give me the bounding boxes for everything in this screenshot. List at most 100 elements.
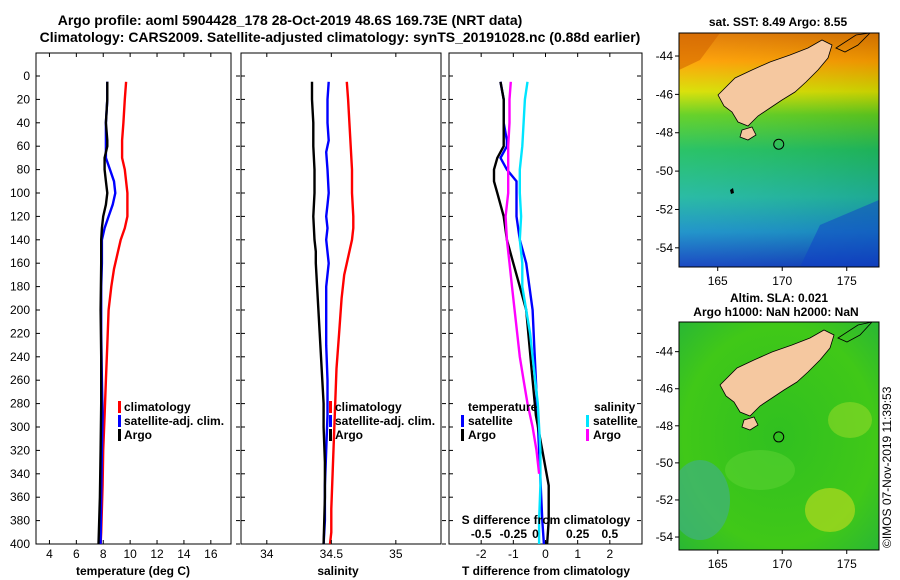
sla-map-title-1: Altim. SLA: 0.021 bbox=[730, 291, 828, 305]
title-line-2: Climatology: CARS2009. Satellite-adjuste… bbox=[40, 29, 641, 45]
salinity-x-label: salinity bbox=[317, 564, 359, 578]
depth-tick-label: 320 bbox=[10, 443, 30, 457]
series-argo bbox=[310, 81, 327, 545]
depth-tick-label: 80 bbox=[17, 163, 31, 177]
legend-satellite: satellite-adj. clim. bbox=[124, 414, 224, 428]
depth-tick-label: 360 bbox=[10, 490, 30, 504]
sst-map-title: sat. SST: 8.49 Argo: 8.55 bbox=[709, 15, 848, 29]
sla-y-ticks: -44 -46 -48 -50 -52 -54 bbox=[656, 345, 679, 544]
x-tick-label: 34 bbox=[260, 547, 274, 561]
depth-tick-label: 100 bbox=[10, 186, 30, 200]
map-y-tick-label: -44 bbox=[656, 345, 674, 359]
salinity-legend: climatology satellite-adj. clim. Argo bbox=[329, 400, 435, 442]
depth-tick-label: 180 bbox=[10, 280, 30, 294]
depth-tick-label: 340 bbox=[10, 467, 30, 481]
map-y-tick-label: -50 bbox=[656, 164, 674, 178]
depth-tick-label: 400 bbox=[10, 537, 30, 551]
depth-tick-label: 60 bbox=[17, 139, 31, 153]
legend-swatch-argo bbox=[118, 429, 121, 441]
map-y-tick-label: -46 bbox=[656, 87, 674, 101]
x-tick-label: 2 bbox=[606, 547, 613, 561]
series-s-satellite bbox=[518, 81, 542, 544]
difference-legend: temperature satellite Argo salinity sate… bbox=[461, 400, 638, 442]
legend-swatch-t-argo bbox=[461, 429, 464, 441]
legend-s-satellite: satellite bbox=[593, 414, 638, 428]
legend-t-argo: Argo bbox=[468, 428, 496, 442]
legend-swatch-climatology bbox=[329, 401, 332, 413]
x-tick-label: 6 bbox=[73, 547, 80, 561]
legend-swatch-t-satellite bbox=[461, 415, 464, 427]
sst-cold-patch bbox=[800, 200, 879, 267]
depth-axis: 0 20 40 60 80 100 120 140 160 180 200 220 240 260 280 3… bbox=[10, 69, 641, 551]
difference-x-ticks: -2 -1 0 1 2 bbox=[476, 53, 613, 561]
north-island-coast bbox=[837, 322, 873, 343]
sst-map-frame bbox=[678, 32, 880, 268]
salinity-lines bbox=[310, 81, 355, 545]
legend-swatch-s-argo bbox=[586, 429, 589, 441]
legend-climatology: climatology bbox=[335, 400, 402, 414]
title-line-1: Argo profile: aoml 5904428_178 28-Oct-20… bbox=[58, 12, 523, 28]
temperature-legend: climatology satellite-adj. clim. Argo bbox=[118, 400, 224, 442]
map-y-tick-label: -48 bbox=[656, 419, 674, 433]
legend-argo: Argo bbox=[124, 428, 152, 442]
depth-tick-label: 40 bbox=[17, 116, 31, 130]
temperature-x-ticks: 4 6 8 10 12 14 16 bbox=[46, 53, 218, 561]
x-tick-label: 4 bbox=[46, 547, 53, 561]
legend-climatology: climatology bbox=[124, 400, 191, 414]
legend-swatch-satellite bbox=[118, 415, 121, 427]
legend-satellite: satellite-adj. clim. bbox=[335, 414, 435, 428]
legend-swatch-s-satellite bbox=[586, 415, 589, 427]
map-y-tick-label: -50 bbox=[656, 456, 674, 470]
salinity-x-ticks: 34 34.5 35 bbox=[260, 53, 403, 561]
sla-mid-patch bbox=[725, 450, 795, 490]
s-tick-label: 0.5 bbox=[601, 527, 618, 541]
sst-warm-patch bbox=[679, 33, 720, 70]
sla-map-title-2: Argo h1000: NaN h2000: NaN bbox=[693, 305, 858, 319]
map-y-tick-label: -48 bbox=[656, 126, 674, 140]
temperature-panel bbox=[35, 52, 232, 545]
south-island-land bbox=[719, 329, 835, 417]
map-x-tick-label: 175 bbox=[837, 557, 857, 571]
s-difference-label: S difference from climatology bbox=[462, 513, 631, 527]
sla-x-ticks: 165 170 175 bbox=[708, 550, 857, 571]
difference-x-label: T difference from climatology bbox=[462, 564, 630, 578]
legend-salinity-title: salinity bbox=[594, 400, 636, 414]
x-tick-label: -1 bbox=[508, 547, 519, 561]
depth-tick-label: 0 bbox=[23, 69, 30, 83]
depth-tick-label: 240 bbox=[10, 350, 30, 364]
temperature-lines bbox=[97, 81, 129, 545]
depth-tick-label: 200 bbox=[10, 303, 30, 317]
depth-tick-label: 140 bbox=[10, 233, 30, 247]
x-tick-label: 16 bbox=[204, 547, 218, 561]
difference-lines bbox=[492, 81, 550, 545]
series-satellite-adj-clim- bbox=[322, 81, 330, 545]
legend-argo: Argo bbox=[335, 428, 363, 442]
s-tick-label: -0.5 bbox=[471, 527, 492, 541]
x-tick-label: 35 bbox=[389, 547, 403, 561]
depth-tick-label: 120 bbox=[10, 209, 30, 223]
depth-tick-label: 280 bbox=[10, 397, 30, 411]
map-y-tick-label: -54 bbox=[656, 530, 674, 544]
x-tick-label: 12 bbox=[150, 547, 164, 561]
sla-high-patch bbox=[805, 488, 855, 532]
sst-y-ticks: -44 -46 -48 -50 -52 -54 bbox=[656, 49, 679, 255]
map-y-tick-label: -54 bbox=[656, 241, 674, 255]
x-tick-label: 8 bbox=[100, 547, 107, 561]
s-tick-label: 0 bbox=[532, 527, 539, 541]
sst-x-ticks: 165 170 175 bbox=[708, 267, 857, 288]
stewart-island-land bbox=[741, 416, 759, 431]
depth-tick-label: 220 bbox=[10, 326, 30, 340]
difference-s-ticks: -0.5 -0.25 0 0.25 0.5 bbox=[471, 527, 619, 541]
depth-tick-label: 20 bbox=[17, 92, 31, 106]
series-argo bbox=[97, 81, 109, 545]
series-climatology bbox=[99, 81, 129, 545]
stewart-island-land bbox=[739, 126, 757, 141]
map-x-tick-label: 165 bbox=[708, 274, 728, 288]
series-climatology bbox=[328, 81, 355, 545]
sla-low-patch bbox=[679, 460, 730, 540]
s-tick-label: 0.25 bbox=[566, 527, 590, 541]
x-tick-label: 14 bbox=[177, 547, 191, 561]
map-x-tick-label: 175 bbox=[837, 274, 857, 288]
x-tick-label: 34.5 bbox=[320, 547, 344, 561]
sla-map bbox=[679, 322, 879, 550]
